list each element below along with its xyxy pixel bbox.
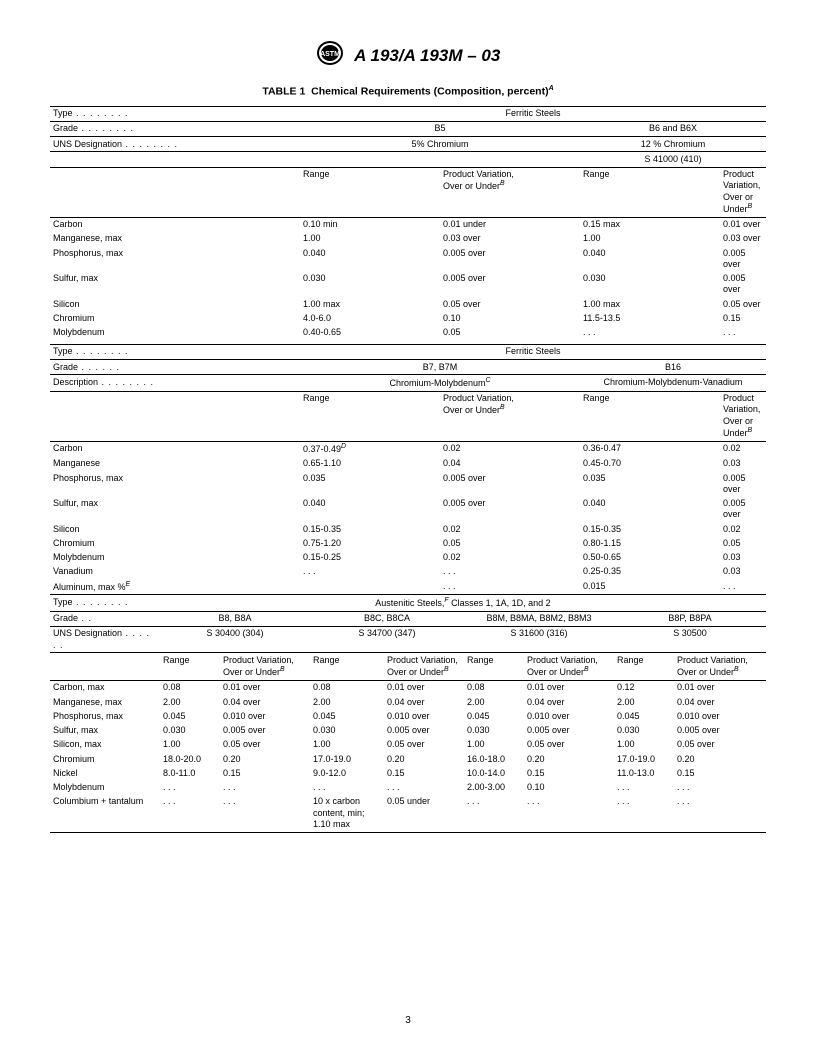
table-row: Vanadium. . .. . .0.25-0.350.03 xyxy=(50,565,766,579)
uns-col: S 30500 xyxy=(614,626,766,653)
table-row: Carbon, max0.080.01 over0.080.01 over0.0… xyxy=(50,680,766,695)
table-row: Phosphorus, max0.0400.005 over0.0400.005… xyxy=(50,246,766,272)
grade-col: B8M, B8MA, B8M2, B8M3 xyxy=(464,611,614,626)
table-row: Silicon, max1.000.05 over1.000.05 over1.… xyxy=(50,738,766,752)
table-section-1: Type Ferritic Steels Grade B5 B6 and B6X… xyxy=(50,106,766,340)
hdr-var: Product Variation,Over or UnderB xyxy=(440,167,580,217)
hdr-var: Product Variation,Over or UnderB xyxy=(720,167,766,217)
grade-b6: B6 and B6X xyxy=(580,121,766,136)
row-label: UNS Designation xyxy=(50,137,300,152)
row-label: Grade xyxy=(50,360,300,375)
table-row: Aluminum, max %E. . .0.015. . . xyxy=(50,579,766,594)
table-row: Phosphorus, max0.0350.005 over0.0350.005… xyxy=(50,471,766,497)
grade-b7: B7, B7M xyxy=(300,360,580,375)
table-row: Molybdenum0.40-0.650.05. . .. . . xyxy=(50,326,766,340)
table-section-3: Type Austenitic Steels,F Classes 1, 1A, … xyxy=(50,594,766,835)
table-row: Columbium + tantalum. . .. . .10 x carbo… xyxy=(50,795,766,832)
table-row: Carbon0.10 min0.01 under0.15 max0.01 ove… xyxy=(50,217,766,232)
type-value: Ferritic Steels xyxy=(300,106,766,121)
table-row: Phosphorus, max0.0450.010 over0.0450.010… xyxy=(50,709,766,723)
table-row: Chromium0.75-1.200.050.80-1.150.05 xyxy=(50,536,766,550)
table-row: Manganese, max2.000.04 over2.000.04 over… xyxy=(50,695,766,709)
grade-col: B8P, B8PA xyxy=(614,611,766,626)
row-label: Type xyxy=(50,595,160,611)
table-section-2: Type Ferritic Steels Grade B7, B7M B16 D… xyxy=(50,344,766,595)
row-label: Type xyxy=(50,344,300,359)
hdr-range: Range xyxy=(580,391,720,441)
grade-b16: B16 xyxy=(580,360,766,375)
table-row: Silicon1.00 max0.05 over1.00 max0.05 ove… xyxy=(50,297,766,311)
uns-col: S 34700 (347) xyxy=(310,626,464,653)
hdr-var: Product Variation,Over or UnderB xyxy=(524,653,614,681)
uns-col: S 30400 (304) xyxy=(160,626,310,653)
row-label: Description xyxy=(50,375,300,391)
hdr-range: Range xyxy=(300,391,440,441)
hdr-var: Product Variation,Over or UnderB xyxy=(720,391,766,441)
grade-col: B8, B8A xyxy=(160,611,310,626)
table-row: Manganese, max1.000.03 over1.000.03 over xyxy=(50,232,766,246)
table-row: Sulfur, max0.0300.005 over0.0300.005 ove… xyxy=(50,272,766,298)
table-row: Manganese0.65-1.100.040.45-0.700.03 xyxy=(50,457,766,471)
hdr-range: Range xyxy=(300,167,440,217)
type-value: Ferritic Steels xyxy=(300,344,766,359)
hdr-range: Range xyxy=(464,653,524,681)
grade-col: B8C, B8CA xyxy=(310,611,464,626)
uns-b5: 5% Chromium xyxy=(300,137,580,152)
table-row: Nickel8.0-11.00.159.0-12.00.1510.0-14.00… xyxy=(50,766,766,780)
row-label: Type xyxy=(50,106,300,121)
grade-b5: B5 xyxy=(300,121,580,136)
table-row: Sulfur, max0.0400.005 over0.0400.005 ove… xyxy=(50,497,766,523)
desc-b7: Chromium-MolybdenumC xyxy=(300,375,580,391)
table-row: Molybdenum. . .. . .. . .. . .2.00-3.000… xyxy=(50,781,766,795)
row-label: Grade xyxy=(50,611,160,626)
table-title: TABLE 1 Chemical Requirements (Compositi… xyxy=(50,85,766,98)
table-row: Silicon0.15-0.350.020.15-0.350.02 xyxy=(50,522,766,536)
page-number: 3 xyxy=(0,1015,816,1026)
table-row: Carbon0.37-0.49D0.020.36-0.470.02 xyxy=(50,441,766,457)
hdr-var: Product Variation,Over or UnderB xyxy=(384,653,464,681)
table-row: Sulfur, max0.0300.005 over0.0300.005 ove… xyxy=(50,724,766,738)
hdr-range: Range xyxy=(310,653,384,681)
hdr-var: Product Variation,Over or UnderB xyxy=(220,653,310,681)
uns-b6: 12 % Chromium xyxy=(580,137,766,152)
doc-title: A 193/A 193M – 03 xyxy=(354,46,500,66)
doc-header: ASTM A 193/A 193M – 03 xyxy=(50,40,766,71)
hdr-var: Product Variation,Over or UnderB xyxy=(440,391,580,441)
uns-b6-sub: S 41000 (410) xyxy=(580,152,766,167)
table-row: Chromium18.0-20.00.2017.0-19.00.2016.0-1… xyxy=(50,752,766,766)
row-label: Grade xyxy=(50,121,300,136)
astm-logo: ASTM xyxy=(316,40,344,71)
hdr-range: Range xyxy=(580,167,720,217)
desc-b16: Chromium-Molybdenum-Vanadium xyxy=(580,375,766,391)
svg-text:ASTM: ASTM xyxy=(320,51,340,58)
hdr-range: Range xyxy=(160,653,220,681)
type-value: Austenitic Steels,F Classes 1, 1A, 1D, a… xyxy=(160,595,766,611)
table-row: Chromium4.0-6.00.1011.5-13.50.15 xyxy=(50,311,766,325)
table-row: Molybdenum0.15-0.250.020.50-0.650.03 xyxy=(50,551,766,565)
uns-col: S 31600 (316) xyxy=(464,626,614,653)
row-label: UNS Designation xyxy=(50,626,160,653)
hdr-var: Product Variation,Over or UnderB xyxy=(674,653,766,681)
hdr-range: Range xyxy=(614,653,674,681)
